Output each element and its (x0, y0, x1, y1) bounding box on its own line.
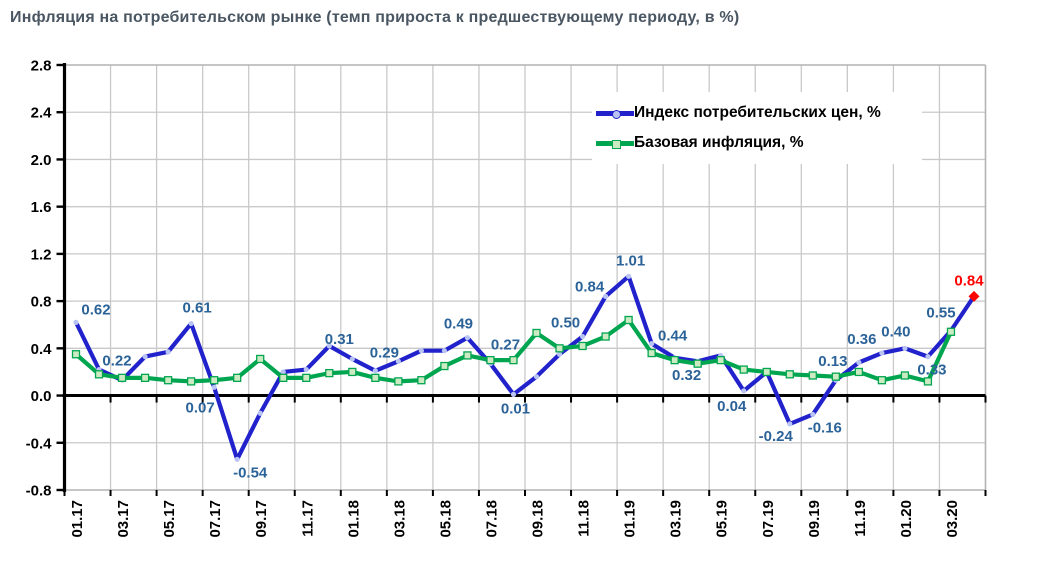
x-tick-label: 07.19 (760, 500, 777, 538)
data-label: 0.84 (954, 272, 984, 289)
y-tick-label: -0.4 (26, 435, 53, 452)
data-label: 0.55 (926, 305, 955, 322)
data-label: -0.16 (808, 419, 842, 436)
chart-title: Инфляция на потребительском рынке (темп … (10, 9, 740, 26)
data-label: 0.31 (325, 331, 354, 348)
data-label: 0.36 (847, 331, 876, 348)
x-tick-label: 07.17 (207, 500, 224, 538)
legend: Индекс потребительских цен, % Базовая ин… (592, 92, 922, 164)
data-label: -0.24 (759, 428, 794, 445)
x-tick-label: 11.17 (299, 500, 316, 537)
x-tick-label: 01.19 (622, 500, 639, 538)
data-label: 0.04 (717, 398, 747, 415)
x-tick-label: 01.20 (898, 500, 915, 538)
data-label: 0.40 (881, 323, 910, 340)
data-label: 0.07 (186, 399, 215, 416)
y-axis-labels: 2.8 2.4 2.0 1.6 1.2 0.8 0.4 0.0 -0.4 -0.8 (26, 58, 53, 500)
x-tick-label: 03.18 (391, 500, 408, 538)
data-labels: 0.62 0.22 0.61 0.07 -0.54 0.31 0.29 0.49 0.27 0.0… (81, 252, 984, 481)
x-tick-label: 03.17 (115, 500, 132, 538)
data-label: -0.54 (233, 464, 268, 481)
core-line-swatch (596, 135, 634, 151)
data-label: 0.32 (672, 367, 701, 384)
highlighted-last-point-marker (968, 290, 980, 302)
x-tick-label: 11.18 (576, 500, 593, 537)
x-tick-label: 07.18 (483, 500, 500, 538)
data-label: 0.27 (491, 337, 520, 354)
series-markers-core (71, 315, 956, 386)
axis-ticks (56, 63, 987, 496)
data-label: 0.33 (917, 362, 946, 379)
legend-label-cpi: Индекс потребительских цен, % (634, 104, 881, 121)
legend-item-core: Базовая инфляция, % (596, 128, 918, 158)
y-tick-label: 1.2 (31, 246, 52, 263)
x-tick-label: 01.17 (69, 500, 86, 538)
series-line-cpi (73, 274, 977, 462)
cpi-marker-icon (612, 110, 621, 119)
x-tick-label: 09.19 (806, 500, 823, 538)
x-tick-label: 09.18 (530, 500, 547, 538)
y-tick-label: -0.8 (26, 483, 52, 500)
data-label: 0.62 (81, 301, 110, 318)
data-label: 0.22 (102, 353, 131, 370)
x-tick-label: 09.17 (253, 500, 270, 538)
x-axis-labels: 01.17 03.17 05.17 07.17 09.17 11.17 01.18 03.18… (69, 500, 961, 538)
y-tick-label: 0.4 (31, 341, 53, 358)
data-label: 0.50 (551, 315, 580, 332)
y-tick-label: 1.6 (31, 199, 52, 216)
data-label: 0.84 (575, 278, 605, 295)
x-tick-label: 01.18 (345, 500, 362, 538)
x-tick-label: 05.18 (437, 500, 454, 538)
data-label: 0.29 (370, 344, 399, 361)
y-tick-label: 2.4 (31, 105, 53, 122)
data-label: 0.44 (658, 328, 688, 345)
y-tick-label: 0.8 (31, 294, 52, 311)
cpi-line-swatch (596, 105, 634, 121)
x-tick-label: 11.19 (852, 500, 869, 537)
x-tick-label: 03.19 (668, 500, 685, 538)
data-label: 1.01 (616, 252, 645, 269)
core-marker-icon (612, 140, 621, 149)
legend-label-core: Базовая инфляция, % (634, 134, 804, 151)
y-tick-label: 2.0 (31, 152, 52, 169)
x-tick-label: 05.17 (161, 500, 178, 538)
x-tick-label: 05.19 (714, 500, 731, 538)
data-label: 0.49 (444, 316, 473, 333)
y-tick-label: 2.8 (31, 58, 52, 75)
data-label: 0.01 (501, 400, 530, 417)
data-label: 0.61 (183, 300, 212, 317)
data-label: 0.13 (818, 353, 847, 370)
x-tick-label: 03.20 (944, 500, 961, 538)
y-tick-label: 0.0 (31, 388, 52, 405)
legend-item-cpi: Индекс потребительских цен, % (596, 98, 918, 128)
